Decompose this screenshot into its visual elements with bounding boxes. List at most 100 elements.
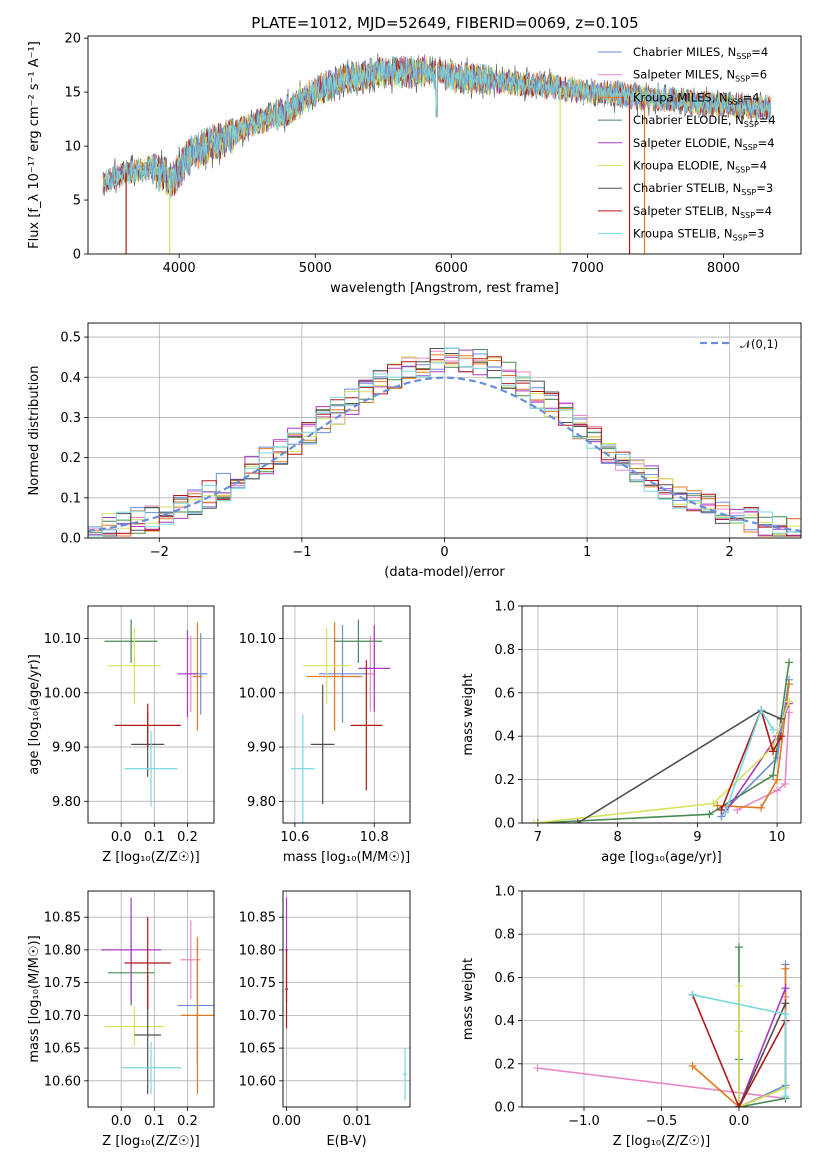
x-tick-label: 0.0 — [111, 1114, 132, 1129]
point-salpeter-elodie — [358, 624, 391, 712]
legend-nssp: =4 — [751, 45, 768, 59]
x-tick-label: 0.01 — [343, 1114, 372, 1129]
x-tick-label: −1.0 — [568, 1114, 600, 1129]
axes-frame — [87, 35, 802, 255]
y-tick-label: 1.0 — [494, 600, 515, 615]
series-line — [736, 712, 790, 811]
age-mass-plot-area — [290, 619, 391, 823]
legend-entry-chabrier-stelib: Chabrier STELIB, NSSP=3 — [633, 181, 773, 197]
mass-z-panel: 0.0 0.1 0.2 10.60 10.65 10.70 10.75 10.80 10.85 Z… — [27, 890, 215, 1149]
y-tick-label: 0.5 — [60, 331, 81, 346]
histogram-kroupa-stelib — [88, 347, 801, 538]
y-tick-label: 0.3 — [60, 411, 81, 426]
axes-frame — [87, 322, 802, 539]
x-tick-label: −2 — [150, 545, 169, 560]
y-tick-label: 10.60 — [44, 1074, 81, 1089]
x-tick-label: 0.0 — [729, 1114, 750, 1129]
residuals-plot-area — [88, 347, 801, 538]
x-tick-label: 9 — [693, 830, 701, 845]
mass-z-plot-area — [101, 897, 214, 1094]
x-axis-label: wavelength [Angstrom, rest frame] — [330, 281, 559, 296]
x-tick-label: 7 — [534, 830, 542, 845]
point-kroupa-stelib — [124, 730, 178, 807]
series-salpeter-miles — [733, 708, 794, 814]
series-chabrier-miles — [735, 960, 790, 1107]
y-tick-label: 0.4 — [494, 1014, 515, 1029]
spectrum-panel: 4000 5000 6000 7000 8000 0 5 10 15 20 wavelength [… — [27, 32, 802, 296]
axes-frame — [87, 890, 215, 1108]
legend-entry-chabrier-miles: Chabrier MILES, NSSP=4 — [633, 45, 768, 61]
y-tick-label: 10.75 — [239, 976, 276, 991]
y-tick-label: 0.4 — [60, 371, 81, 386]
y-tick-label: 0.6 — [494, 971, 515, 986]
point-kroupa-elodie — [104, 1006, 165, 1047]
y-tick-label: 5 — [73, 194, 81, 209]
y-tick-label: 0.2 — [494, 1057, 515, 1072]
point-salpeter-stelib — [350, 660, 383, 791]
series-line — [691, 994, 787, 1107]
y-axis-label: mass weight — [461, 958, 476, 1040]
y-tick-label: 10.80 — [44, 943, 81, 958]
series-line — [738, 964, 787, 1107]
x-tick-label: 8000 — [707, 261, 740, 276]
age-z-plot-area — [104, 619, 208, 807]
axes-frame — [87, 605, 215, 824]
point-chabrier-elodie — [104, 619, 158, 663]
y-tick-label: 10.10 — [239, 632, 276, 647]
x-tick-label: 8 — [614, 830, 622, 845]
point-kroupa-stelib — [290, 714, 315, 823]
y-tick-label: 20 — [64, 32, 81, 47]
legend-entry-salpeter-stelib: Salpeter STELIB, NSSP=4 — [633, 204, 772, 220]
y-axis-label: mass [log₁₀(M/M☉)] — [27, 935, 42, 1062]
y-axis-label: age [log₁₀(age/yr)] — [27, 654, 42, 775]
legend-subscript: SSP — [735, 75, 750, 84]
spectrum-legend: Chabrier MILES, NSSP=4 Salpeter MILES, NS… — [598, 45, 776, 243]
y-tick-label: 10.00 — [239, 686, 276, 701]
mass-ebv-panel: 0.00 0.01 10.60 10.65 10.70 10.75 10.80 10.85 E(… — [239, 890, 411, 1149]
legend-nssp: =3 — [756, 181, 773, 195]
point-salpeter-stelib — [285, 949, 288, 1029]
x-tick-label: 6000 — [435, 261, 468, 276]
axes-frame — [282, 890, 411, 1108]
x-tick-label: 2 — [726, 545, 734, 560]
point-salpeter-elodie — [101, 897, 161, 1003]
legend-entry-normal: 𝒩(0,1) — [740, 337, 778, 351]
x-tick-label: 0.0 — [111, 830, 132, 845]
series-line — [738, 986, 786, 1107]
x-tick-label: 7000 — [571, 261, 604, 276]
y-tick-label: 0.8 — [494, 928, 515, 943]
series-line — [738, 947, 786, 1107]
legend-nssp: =4 — [755, 204, 772, 218]
x-tick-label: −1 — [292, 545, 311, 560]
x-tick-label: 10.6 — [280, 830, 309, 845]
residuals-panel: −2 −1 0 1 2 0.0 0.1 0.2 0.3 0.4 0.5 (data-model)/er… — [27, 322, 802, 580]
legend-nssp: =4 — [758, 136, 775, 150]
legend-subscript: SSP — [740, 211, 755, 220]
legend-entry-kroupa-elodie: Kroupa ELODIE, NSSP=4 — [633, 159, 767, 175]
legend-subscript: SSP — [735, 166, 750, 175]
x-tick-label: 4000 — [163, 261, 196, 276]
spectrum-plot-area — [102, 53, 772, 254]
series-line — [717, 684, 790, 809]
x-tick-label: 10.8 — [360, 830, 389, 845]
x-axis-label: age [log₁₀(age/yr)] — [601, 850, 722, 865]
point-chabrier-elodie — [334, 619, 383, 663]
legend-subscript: SSP — [741, 188, 756, 197]
point-kroupa-miles — [306, 622, 363, 731]
y-tick-label: 15 — [64, 86, 81, 101]
legend-nssp: =6 — [750, 68, 767, 82]
point-salpeter-elodie — [177, 630, 198, 718]
x-axis-label: mass [log₁₀(M/M☉)] — [283, 850, 410, 865]
point-kroupa-stelib — [402, 1048, 408, 1101]
weight-z-plot-area — [533, 943, 790, 1107]
y-tick-label: 9.80 — [247, 795, 276, 810]
axes-frame — [282, 605, 411, 824]
axes-frame — [521, 605, 802, 824]
legend-nssp: =4 — [759, 113, 776, 127]
legend-nssp: =4 — [750, 159, 767, 173]
legend-entry-chabrier-elodie: Chabrier ELODIE, NSSP=4 — [633, 113, 776, 129]
series-line — [720, 707, 782, 811]
point-chabrier-stelib — [310, 684, 335, 805]
x-axis-label: E(B-V) — [326, 1134, 366, 1149]
